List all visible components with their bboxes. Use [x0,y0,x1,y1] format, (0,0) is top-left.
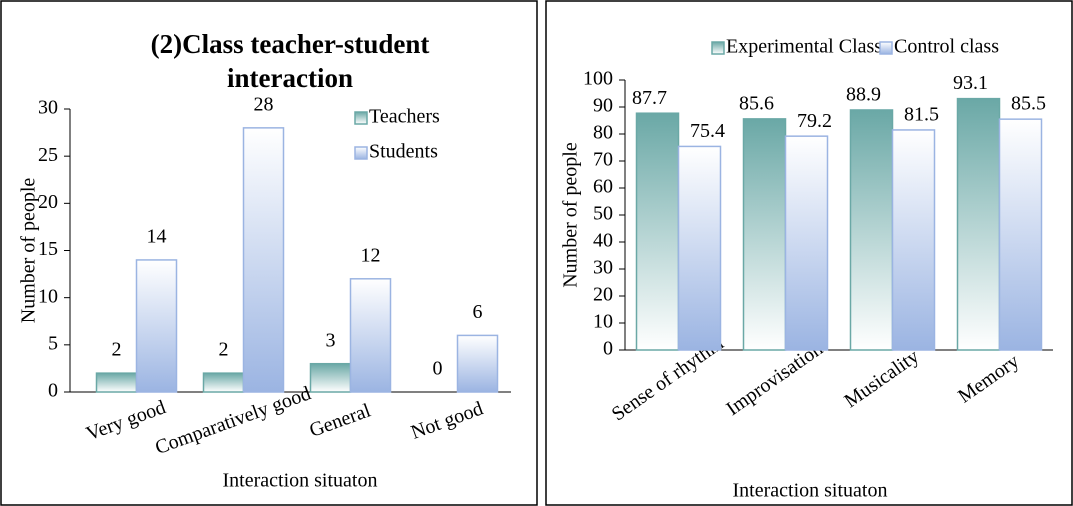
bar [784,135,829,351]
bar [309,362,352,393]
chart-title-line: interaction [227,63,353,93]
y-axis-label: Number of people [18,178,40,324]
y-tick-label: 15 [38,238,58,260]
y-tick-label: 20 [593,284,613,306]
bar [849,109,894,351]
bar [135,259,178,393]
y-tick-label: 10 [38,285,58,307]
y-tick-label: 10 [593,311,613,333]
y-tick-label: 60 [593,176,613,198]
y-tick-label: 20 [38,191,58,213]
panel-border [545,0,1073,506]
bar [998,118,1043,351]
y-tick-label: 70 [593,149,613,171]
legend-label: Teachers [369,106,440,128]
data-label: 88.9 [846,84,881,106]
y-tick-label: 80 [593,122,613,144]
bar [956,97,1001,351]
y-tick-label: 5 [48,332,58,354]
x-tick-label: Not good [408,398,486,444]
y-tick-label: 25 [38,144,58,166]
y-tick-label: 30 [38,97,58,119]
data-label: 87.7 [632,87,667,109]
chart-title-line: (2)Class teacher-student [151,29,430,59]
y-tick-label: 50 [593,203,613,225]
bar [891,129,936,351]
bar [456,334,499,393]
bar [349,278,392,393]
data-label: 28 [254,93,274,115]
y-tick-label: 0 [603,338,613,360]
legend-label: Students [369,141,438,163]
data-label: 12 [361,244,381,266]
data-label: 14 [147,226,167,248]
x-tick-label: Musicality [840,345,923,412]
data-label: 75.4 [690,120,725,142]
bar [242,127,285,393]
panel-border [0,0,538,506]
y-tick-label: 100 [583,68,613,90]
legend-swatch [879,41,893,55]
legend-label: Control class [894,36,999,58]
y-tick-label: 90 [593,95,613,117]
x-axis-label: Interaction situaton [733,480,888,502]
bar [95,372,138,393]
bar [742,118,787,351]
y-tick-label: 40 [593,230,613,252]
data-label: 2 [112,339,122,361]
y-tick-label: 0 [48,380,58,402]
legend-label: Experimental Class [726,36,882,58]
legend-swatch [711,41,725,55]
data-label: 6 [473,301,483,323]
legend-swatch [354,111,368,125]
data-label: 0 [433,358,443,380]
bar [202,372,245,393]
chart-title: (2)Class teacher-student interaction [151,29,430,93]
data-label: 85.5 [1011,93,1046,115]
legend-swatch [354,146,368,160]
bar [635,112,680,351]
y-tick-label: 30 [593,257,613,279]
data-label: 79.2 [797,110,832,132]
data-label: 85.6 [739,92,774,114]
data-label: 81.5 [904,104,939,126]
data-label: 2 [219,339,229,361]
x-axis-label: Interaction situaton [223,470,378,492]
bar [677,145,722,351]
x-tick-label: Comparatively good [152,382,314,459]
y-axis-label: Number of people [560,142,582,288]
data-label: 93.1 [953,72,988,94]
x-tick-label: Memory [954,350,1023,408]
x-tick-label: General [307,399,374,441]
data-label: 3 [326,329,336,351]
